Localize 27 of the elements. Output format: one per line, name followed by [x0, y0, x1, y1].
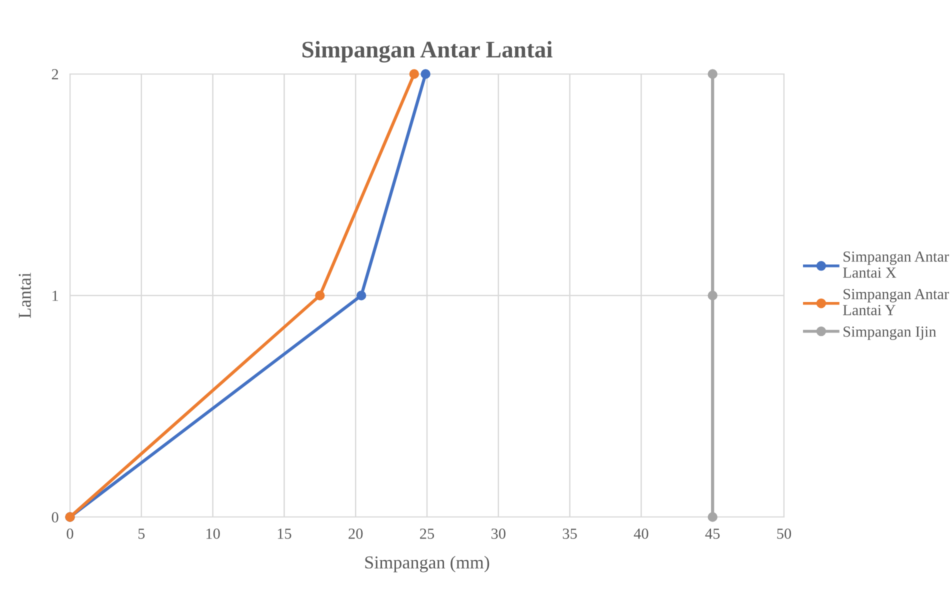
point: [420, 69, 430, 79]
legend-label: Simpangan Ijin: [844, 326, 936, 340]
point: [708, 290, 718, 300]
x-tick-label: 20: [348, 528, 363, 539]
point: [315, 290, 325, 300]
legend-label: Simpangan Antar Lantai X: [843, 251, 949, 278]
point: [356, 290, 366, 300]
x-tick-label: 30: [491, 528, 506, 539]
x-tick-label: 40: [634, 528, 648, 539]
y-axis-title: Lantai: [18, 272, 31, 318]
x-tick-label: 35: [562, 528, 577, 539]
point: [708, 69, 718, 79]
x-tick-label: 10: [206, 528, 220, 539]
x-tick-label: 15: [278, 528, 292, 539]
x-tick-label: 0: [66, 528, 74, 539]
y-tick-label: 2: [52, 69, 58, 80]
y-tick-label: 0: [52, 512, 58, 522]
point: [708, 512, 718, 522]
legend-label: Simpangan Antar Lantai Y: [843, 288, 949, 316]
x-axis-title: Simpangan (mm): [365, 556, 490, 572]
x-tick-label: 25: [420, 528, 434, 539]
x-tick-label: 45: [705, 528, 720, 539]
y-tick-label: 1: [52, 290, 58, 301]
chart-title: Simpangan Antar Lantai: [302, 40, 552, 63]
x-tick-label: 5: [138, 528, 145, 539]
point: [409, 69, 420, 79]
x-tick-label: 50: [777, 528, 792, 539]
